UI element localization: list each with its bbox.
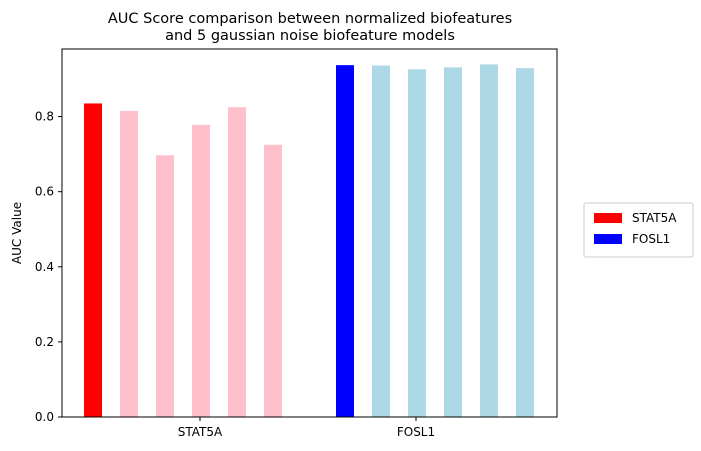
y-tick-label: 0.0: [35, 410, 54, 424]
legend-label-fosl1: FOSL1: [632, 232, 670, 246]
chart-title-line-1: AUC Score comparison between normalized …: [108, 11, 512, 27]
bar-fosl1-noise-4: [480, 64, 498, 417]
plot-frame: [61, 48, 558, 418]
legend-swatch-fosl1: [594, 234, 622, 244]
bar-fosl1-noise-1: [372, 65, 390, 417]
chart-title: AUC Score comparison between normalized …: [108, 11, 512, 44]
bars-layer: [84, 64, 534, 418]
legend-label-stat5a: STAT5A: [632, 211, 677, 225]
bar-fosl1-normalized: [336, 65, 354, 417]
legend: STAT5A FOSL1: [583, 202, 694, 258]
y-tick-label: 0.4: [35, 260, 54, 274]
chart-title-line-2: and 5 gaussian noise biofeature models: [165, 28, 455, 44]
y-tick-label: 0.6: [35, 185, 54, 199]
legend-swatch-stat5a: [594, 213, 622, 223]
bar-stat5a-noise-5: [264, 144, 282, 417]
y-axis-label: AUC Value: [10, 202, 24, 264]
bar-fosl1-noise-2: [408, 69, 426, 417]
bar-fosl1-noise-3: [444, 67, 462, 418]
y-axis: 0.0 0.2 0.4 0.6 0.8: [35, 110, 62, 424]
x-tick-label-stat5a: STAT5A: [178, 425, 223, 439]
y-tick-label: 0.2: [35, 335, 54, 349]
bar-stat5a-noise-4: [228, 107, 246, 418]
x-axis: STAT5A FOSL1: [178, 417, 435, 439]
bar-stat5a-noise-2: [156, 155, 174, 417]
bar-stat5a-normalized: [84, 103, 102, 418]
bar-stat5a-noise-1: [120, 110, 138, 418]
bar-stat5a-noise-3: [192, 124, 210, 417]
y-tick-label: 0.8: [35, 110, 54, 124]
x-tick-label-fosl1: FOSL1: [397, 425, 435, 439]
bar-fosl1-noise-5: [516, 68, 534, 417]
